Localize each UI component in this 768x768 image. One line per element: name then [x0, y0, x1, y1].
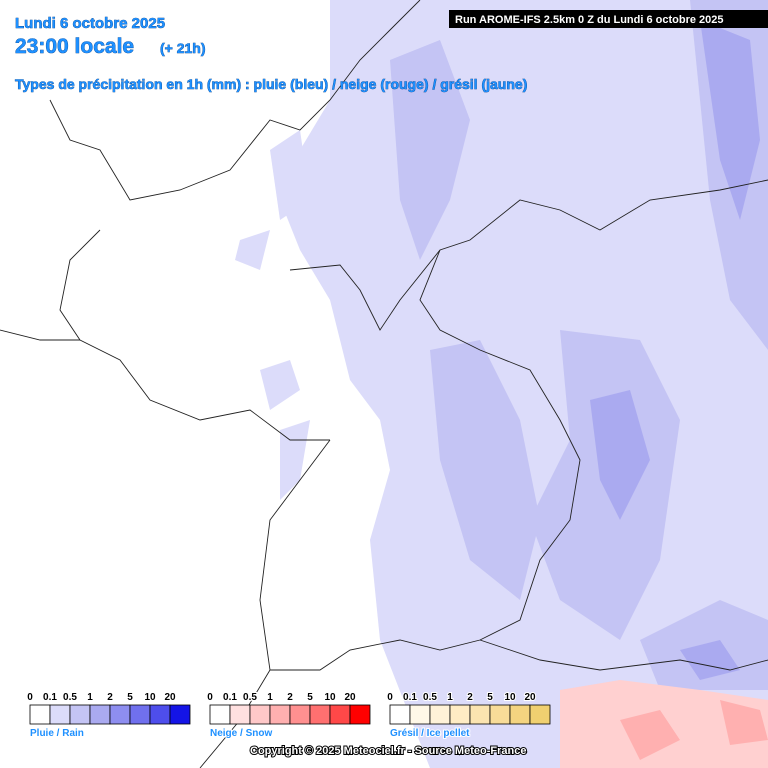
legend-swatch — [89, 704, 111, 725]
legend-tick: 2 — [287, 692, 293, 703]
legend-swatch — [49, 704, 71, 725]
legend-tick: 0.1 — [223, 692, 237, 703]
legend-swatch — [209, 704, 231, 725]
legend-swatch — [229, 704, 251, 725]
legend-tick: 0.5 — [423, 692, 437, 703]
legend-tick: 1 — [267, 692, 273, 703]
legend-swatch — [29, 704, 51, 725]
legend-swatch — [489, 704, 511, 725]
legend-swatch — [169, 704, 191, 725]
legend-swatch — [289, 704, 311, 725]
time: 23:00 locale — [15, 35, 134, 58]
legend-tick: 0 — [387, 692, 393, 703]
legend-tick: 5 — [127, 692, 133, 703]
legend-swatch — [69, 704, 91, 725]
copyright: Copyright © 2025 Meteociel.fr - Source M… — [250, 745, 526, 757]
legend-swatch — [469, 704, 491, 725]
legend-swatch — [129, 704, 151, 725]
legend-tick: 0.5 — [63, 692, 77, 703]
legend-swatch — [109, 704, 131, 725]
legend-tick: 10 — [144, 692, 156, 703]
legend-swatch — [149, 704, 171, 725]
legend-label: Grésil / Ice pellet — [390, 728, 470, 739]
time-offset: (+ 21h) — [160, 40, 206, 56]
legend-label: Neige / Snow — [210, 728, 272, 739]
legend-swatch — [429, 704, 451, 725]
legend-swatch — [309, 704, 331, 725]
legend-swatch — [269, 704, 291, 725]
run-banner — [449, 10, 768, 28]
legend-tick: 2 — [107, 692, 113, 703]
legend-tick: 20 — [164, 692, 176, 703]
subtitle: Types de précipitation en 1h (mm) : plui… — [15, 76, 527, 92]
legend-tick: 0 — [27, 692, 33, 703]
legend-tick: 0 — [207, 692, 213, 703]
legend-swatch — [449, 704, 471, 725]
precipitation-field — [235, 0, 768, 768]
legend-label: Pluie / Rain — [30, 728, 84, 739]
legend-tick: 0.5 — [243, 692, 257, 703]
legend-swatch — [329, 704, 351, 725]
legend-tick: 5 — [487, 692, 493, 703]
legend-swatch — [529, 704, 551, 725]
date: Lundi 6 octobre 2025 — [15, 15, 165, 32]
run-info: Run AROME-IFS 2.5km 0 Z du Lundi 6 octob… — [455, 14, 724, 26]
legend-tick: 2 — [467, 692, 473, 703]
legend-tick: 20 — [344, 692, 356, 703]
legend-tick: 10 — [324, 692, 336, 703]
legend-swatch — [389, 704, 411, 725]
legend-swatch — [349, 704, 371, 725]
legend-swatch — [249, 704, 271, 725]
legend-tick: 0.1 — [43, 692, 57, 703]
legend-tick: 10 — [504, 692, 516, 703]
legend-tick: 20 — [524, 692, 536, 703]
legend-tick: 0.1 — [403, 692, 417, 703]
legend-swatch — [409, 704, 431, 725]
legend-swatch — [509, 704, 531, 725]
legend-tick: 1 — [87, 692, 93, 703]
legend-tick: 1 — [447, 692, 453, 703]
legend-tick: 5 — [307, 692, 313, 703]
